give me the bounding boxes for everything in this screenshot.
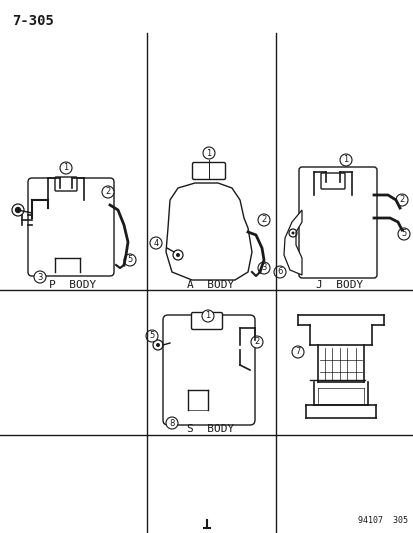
Circle shape — [102, 186, 114, 198]
Text: 1: 1 — [205, 311, 210, 320]
FancyBboxPatch shape — [55, 177, 77, 191]
FancyBboxPatch shape — [298, 167, 376, 278]
Text: 3: 3 — [37, 272, 43, 281]
Circle shape — [156, 343, 159, 347]
Text: 1: 1 — [342, 156, 348, 165]
Circle shape — [395, 194, 407, 206]
Circle shape — [291, 346, 303, 358]
Text: 1: 1 — [63, 164, 69, 173]
Text: J  BODY: J BODY — [316, 280, 363, 290]
Text: 2: 2 — [105, 188, 110, 197]
Text: 7: 7 — [294, 348, 300, 357]
Circle shape — [273, 266, 285, 278]
Circle shape — [150, 237, 161, 249]
Circle shape — [15, 207, 21, 213]
FancyBboxPatch shape — [320, 173, 344, 189]
Text: 8: 8 — [169, 418, 174, 427]
Text: P  BODY: P BODY — [49, 280, 96, 290]
Text: 2: 2 — [254, 337, 259, 346]
Circle shape — [257, 214, 269, 226]
Circle shape — [250, 336, 262, 348]
Text: 4: 4 — [153, 238, 158, 247]
Circle shape — [397, 228, 409, 240]
Text: 94107  305: 94107 305 — [357, 516, 407, 525]
Text: 5: 5 — [149, 332, 154, 341]
Circle shape — [291, 231, 294, 235]
Text: 2: 2 — [261, 215, 266, 224]
FancyBboxPatch shape — [28, 178, 114, 276]
Circle shape — [257, 262, 269, 274]
FancyBboxPatch shape — [192, 163, 225, 180]
Polygon shape — [166, 183, 252, 280]
Text: 3: 3 — [261, 263, 266, 272]
Circle shape — [146, 330, 158, 342]
Text: 5: 5 — [127, 255, 132, 264]
Text: A  BODY: A BODY — [187, 280, 234, 290]
Text: 2: 2 — [399, 196, 404, 205]
Text: 1: 1 — [206, 149, 211, 157]
Circle shape — [166, 417, 178, 429]
Circle shape — [124, 254, 136, 266]
Text: 6: 6 — [277, 268, 282, 277]
Text: 7-305: 7-305 — [12, 14, 54, 28]
FancyBboxPatch shape — [191, 312, 222, 329]
Circle shape — [34, 271, 46, 283]
Polygon shape — [283, 210, 301, 275]
Text: S  BODY: S BODY — [187, 424, 234, 434]
Circle shape — [202, 147, 214, 159]
Text: 5: 5 — [401, 230, 406, 238]
Circle shape — [339, 154, 351, 166]
Circle shape — [202, 310, 214, 322]
FancyBboxPatch shape — [163, 315, 254, 425]
Circle shape — [176, 253, 180, 257]
Circle shape — [60, 162, 72, 174]
